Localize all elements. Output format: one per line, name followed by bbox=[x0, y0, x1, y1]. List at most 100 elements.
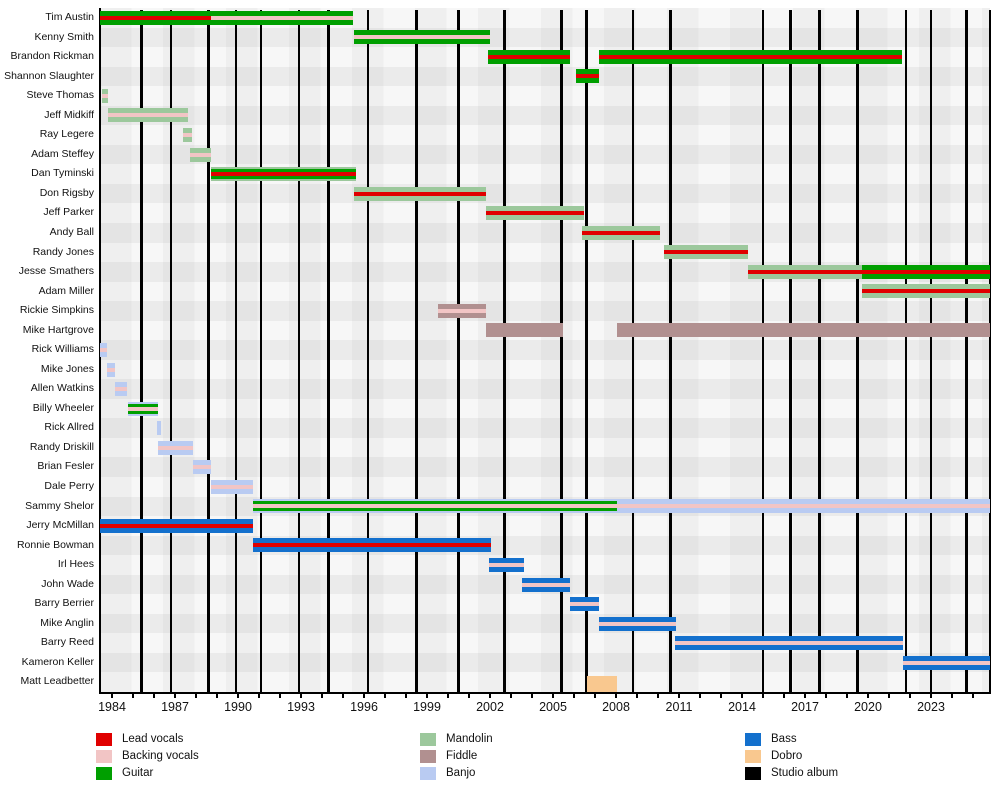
studio-album-line bbox=[140, 10, 143, 692]
studio-album-line bbox=[929, 10, 933, 692]
member-label: Randy Driskill bbox=[29, 440, 94, 453]
studio-album-line bbox=[234, 10, 238, 692]
member-bar bbox=[861, 264, 990, 279]
legend-swatch-mandolin bbox=[420, 733, 436, 746]
studio-album-line bbox=[207, 10, 210, 692]
axis-year-label: 1996 bbox=[350, 700, 378, 714]
axis-tick bbox=[846, 694, 848, 698]
member-bar bbox=[617, 499, 990, 514]
member-bar bbox=[902, 655, 990, 670]
member-bar bbox=[101, 88, 108, 103]
row-stripe bbox=[100, 477, 990, 497]
member-bar bbox=[674, 636, 903, 651]
row-stripe bbox=[100, 144, 990, 165]
member-bar bbox=[599, 49, 902, 64]
member-bar bbox=[252, 538, 492, 553]
axis-tick bbox=[594, 694, 596, 698]
studio-album-line bbox=[560, 10, 563, 692]
member-bar bbox=[485, 323, 564, 338]
member-label: Barry Berrier bbox=[34, 597, 94, 610]
member-label: Mike Hartgrove bbox=[22, 323, 94, 336]
axis-tick bbox=[804, 694, 806, 698]
axis-tick bbox=[279, 694, 281, 698]
row-stripe bbox=[100, 418, 990, 438]
legend-label-lead: Lead vocals bbox=[122, 733, 184, 745]
legend-swatch-lead bbox=[96, 733, 112, 746]
axis-tick bbox=[825, 694, 827, 698]
member-bar bbox=[189, 147, 211, 162]
axis-tick bbox=[762, 694, 764, 698]
row-stripe bbox=[100, 379, 990, 399]
member-bar bbox=[569, 597, 600, 612]
axis-tick bbox=[741, 694, 743, 698]
studio-album-line bbox=[789, 10, 792, 692]
studio-album-line bbox=[366, 10, 370, 692]
legend-swatch-fiddle bbox=[420, 750, 436, 763]
member-label: Billy Wheeler bbox=[32, 401, 94, 414]
member-bar bbox=[210, 10, 354, 25]
member-bar bbox=[114, 382, 127, 397]
member-label: Irl Hees bbox=[57, 558, 94, 571]
axis-tick bbox=[342, 694, 344, 698]
axis-year-label: 2005 bbox=[539, 700, 567, 714]
row-stripe bbox=[100, 125, 990, 145]
row-stripe bbox=[100, 27, 990, 48]
studio-album-line bbox=[415, 10, 418, 692]
axis-year-label: 1999 bbox=[413, 700, 441, 714]
row-stripe bbox=[100, 222, 990, 243]
legend-swatch-guitar bbox=[96, 767, 112, 780]
studio-album-line bbox=[669, 10, 672, 692]
member-label: Sammy Shelor bbox=[25, 499, 94, 512]
member-label: Adam Miller bbox=[38, 284, 94, 297]
member-bar bbox=[127, 401, 159, 416]
member-bar bbox=[107, 108, 188, 123]
row-stripe bbox=[100, 437, 990, 458]
member-bar bbox=[183, 128, 192, 143]
axis-year-label: 2017 bbox=[791, 700, 819, 714]
axis-tick bbox=[678, 694, 680, 698]
legend-swatch-album bbox=[745, 767, 761, 780]
member-label: Jerry McMillan bbox=[26, 519, 94, 532]
axis-tick bbox=[888, 694, 890, 698]
studio-album-line bbox=[457, 10, 460, 692]
plot-right-border bbox=[988, 10, 991, 692]
axis-tick bbox=[720, 694, 722, 698]
row-stripe bbox=[100, 652, 990, 673]
member-label: Ronnie Bowman bbox=[16, 538, 94, 551]
axis-year-label: 2014 bbox=[728, 700, 756, 714]
studio-album-line bbox=[297, 10, 301, 692]
axis-tick bbox=[426, 694, 428, 698]
member-label: Tim Austin bbox=[45, 11, 94, 23]
row-stripe bbox=[100, 86, 990, 106]
axis-tick bbox=[657, 694, 659, 698]
member-bar bbox=[156, 421, 161, 436]
member-bar bbox=[582, 225, 661, 240]
member-label: Allen Watkins bbox=[30, 382, 94, 395]
studio-album-line bbox=[856, 10, 859, 692]
axis-year-label: 1990 bbox=[224, 700, 252, 714]
row-stripe bbox=[100, 340, 990, 360]
member-label: John Wade bbox=[41, 577, 94, 590]
axis-tick bbox=[699, 694, 701, 698]
member-bar bbox=[437, 303, 486, 318]
member-label: Kameron Keller bbox=[21, 655, 94, 668]
axis-tick bbox=[783, 694, 785, 698]
plot-left-border bbox=[98, 8, 101, 692]
member-bar bbox=[861, 284, 990, 299]
row-stripe bbox=[100, 281, 990, 302]
axis-tick bbox=[363, 694, 365, 698]
axis-tick bbox=[510, 694, 512, 698]
legend-swatch-backing bbox=[96, 750, 112, 763]
legend-label-guitar: Guitar bbox=[122, 767, 154, 779]
row-stripe bbox=[100, 672, 990, 692]
member-label: Jeff Midkiff bbox=[44, 108, 94, 121]
axis-tick bbox=[111, 694, 113, 698]
legend-label-mandolin: Mandolin bbox=[446, 733, 493, 745]
member-bar bbox=[158, 440, 194, 455]
member-label: Brandon Rickman bbox=[10, 50, 94, 63]
member-label: Kenny Smith bbox=[34, 30, 94, 43]
member-bar bbox=[100, 10, 211, 25]
member-label: Dale Perry bbox=[44, 480, 94, 493]
member-label: Shannon Slaughter bbox=[4, 69, 94, 82]
